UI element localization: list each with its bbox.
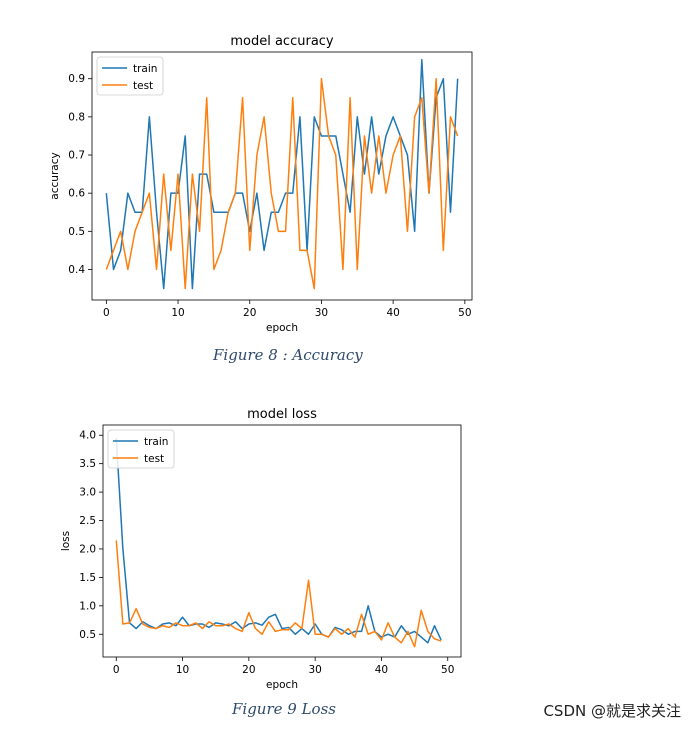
accuracy-xtick-label: 40: [386, 307, 399, 319]
loss-ytick-label: 1.0: [79, 600, 96, 612]
accuracy-xtick-label: 50: [458, 307, 471, 319]
loss-xtick-label: 20: [242, 664, 255, 676]
accuracy-series-test-line: [105, 77, 459, 290]
accuracy-xtick-label: 0: [103, 307, 110, 319]
accuracy-chart: model accuracy 0 10 20 30 40 50 0.4 0.5 0.6 0.7 0.8…: [49, 34, 473, 334]
accuracy-xtick-label: 30: [315, 307, 328, 319]
loss-ytick-label: 1.5: [79, 572, 96, 584]
accuracy-x-axis-label: epoch: [266, 322, 298, 334]
loss-ytick-label: 2.0: [79, 543, 96, 555]
loss-xtick-label: 40: [375, 664, 388, 676]
loss-ytick-label: 0.5: [79, 629, 96, 641]
loss-series-train-line: [115, 438, 442, 644]
loss-xtick-label: 10: [176, 664, 189, 676]
loss-axes-frame: [102, 424, 462, 658]
accuracy-ytick-label: 0.4: [68, 264, 85, 276]
loss-xtick-label: 30: [308, 664, 321, 676]
loss-ytick-label: 2.5: [79, 515, 96, 527]
loss-ytick-label: 3.5: [79, 458, 96, 470]
loss-legend-train-label: train: [144, 436, 168, 448]
loss-xtick-label: 50: [441, 664, 454, 676]
accuracy-ytick-label: 0.5: [68, 226, 85, 238]
figure-9-caption: Figure 9 Loss: [232, 700, 336, 718]
accuracy-axes-frame: [91, 51, 473, 301]
accuracy-ytick-label: 0.8: [68, 111, 85, 123]
loss-ytick-label: 4.0: [79, 430, 96, 442]
loss-y-axis-label: loss: [60, 531, 72, 551]
loss-chart: model loss 0 10 20 30 40 50 0.5 1.0 1.5 2.0 2.5 3.0 3…: [60, 407, 462, 691]
loss-chart-title: model loss: [247, 407, 317, 422]
loss-legend-test-label: test: [144, 453, 164, 465]
figure-8-caption: Figure 8 : Accuracy: [213, 346, 363, 364]
accuracy-xtick-label: 10: [171, 307, 184, 319]
csdn-watermark: CSDN @就是求关注: [543, 702, 681, 720]
accuracy-legend-train-label: train: [133, 63, 157, 75]
loss-series-test-line: [115, 540, 442, 648]
loss-xtick-label: 0: [113, 664, 120, 676]
accuracy-xtick-label: 20: [243, 307, 256, 319]
accuracy-series-train-line: [105, 58, 459, 290]
loss-ytick-label: 3.0: [79, 487, 96, 499]
accuracy-legend-test-label: test: [133, 80, 153, 92]
accuracy-ytick-label: 0.9: [68, 73, 85, 85]
loss-x-axis-label: epoch: [266, 679, 298, 691]
accuracy-y-axis-label: accuracy: [49, 152, 61, 199]
accuracy-ytick-label: 0.6: [68, 188, 85, 200]
accuracy-chart-title: model accuracy: [230, 34, 334, 49]
accuracy-ytick-label: 0.7: [68, 150, 85, 162]
